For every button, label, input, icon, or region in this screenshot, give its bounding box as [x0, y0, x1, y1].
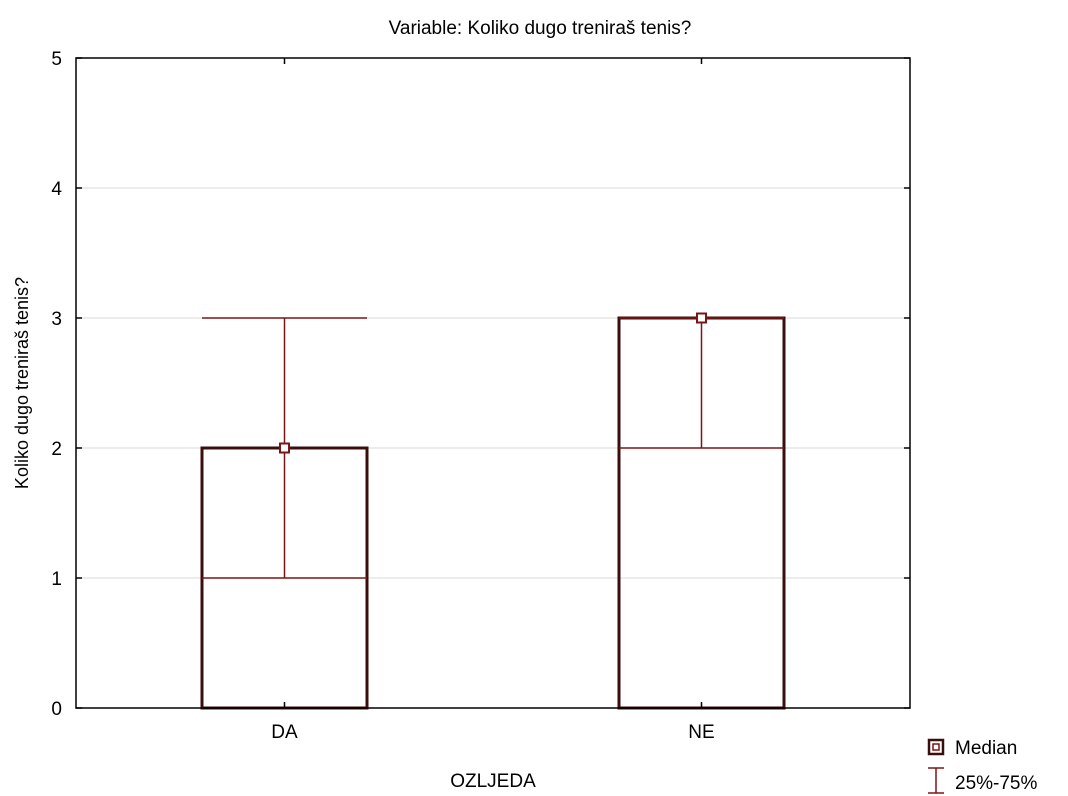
- x-axis-label: OZLJEDA: [450, 771, 536, 792]
- y-tick-label: 2: [51, 439, 62, 460]
- legend-iqr-label: 25%-75%: [955, 773, 1037, 794]
- median-marker: [279, 442, 290, 454]
- x-axis: DA NE: [271, 58, 715, 743]
- legend-median-marker: [927, 738, 945, 756]
- y-tick-label: 0: [51, 699, 62, 720]
- legend-item-median: Median: [927, 738, 1017, 759]
- x-tick-label-da: DA: [271, 722, 298, 743]
- median-marker: [696, 312, 707, 324]
- y-tick-label: 5: [51, 49, 62, 70]
- y-axis: 0 1 2 3 4 5: [51, 49, 910, 720]
- y-tick-label: 3: [51, 309, 62, 330]
- x-tick-label-ne: NE: [688, 722, 714, 743]
- legend: Median 25%-75%: [927, 738, 1037, 794]
- legend-median-label: Median: [955, 738, 1017, 759]
- y-tick-label: 4: [51, 179, 62, 200]
- plot-frame: [75, 57, 911, 709]
- chart-title: Variable: Koliko dugo treniraš tenis?: [389, 18, 692, 39]
- y-tick-label: 1: [51, 569, 62, 590]
- boxes: [200, 312, 786, 710]
- legend-median-marker-inner: [932, 743, 940, 751]
- legend-item-iqr: 25%-75%: [928, 767, 1037, 794]
- box-ne: [617, 312, 786, 710]
- box-da: [200, 317, 369, 710]
- y-axis-label: Koliko dugo treniraš tenis?: [12, 277, 32, 489]
